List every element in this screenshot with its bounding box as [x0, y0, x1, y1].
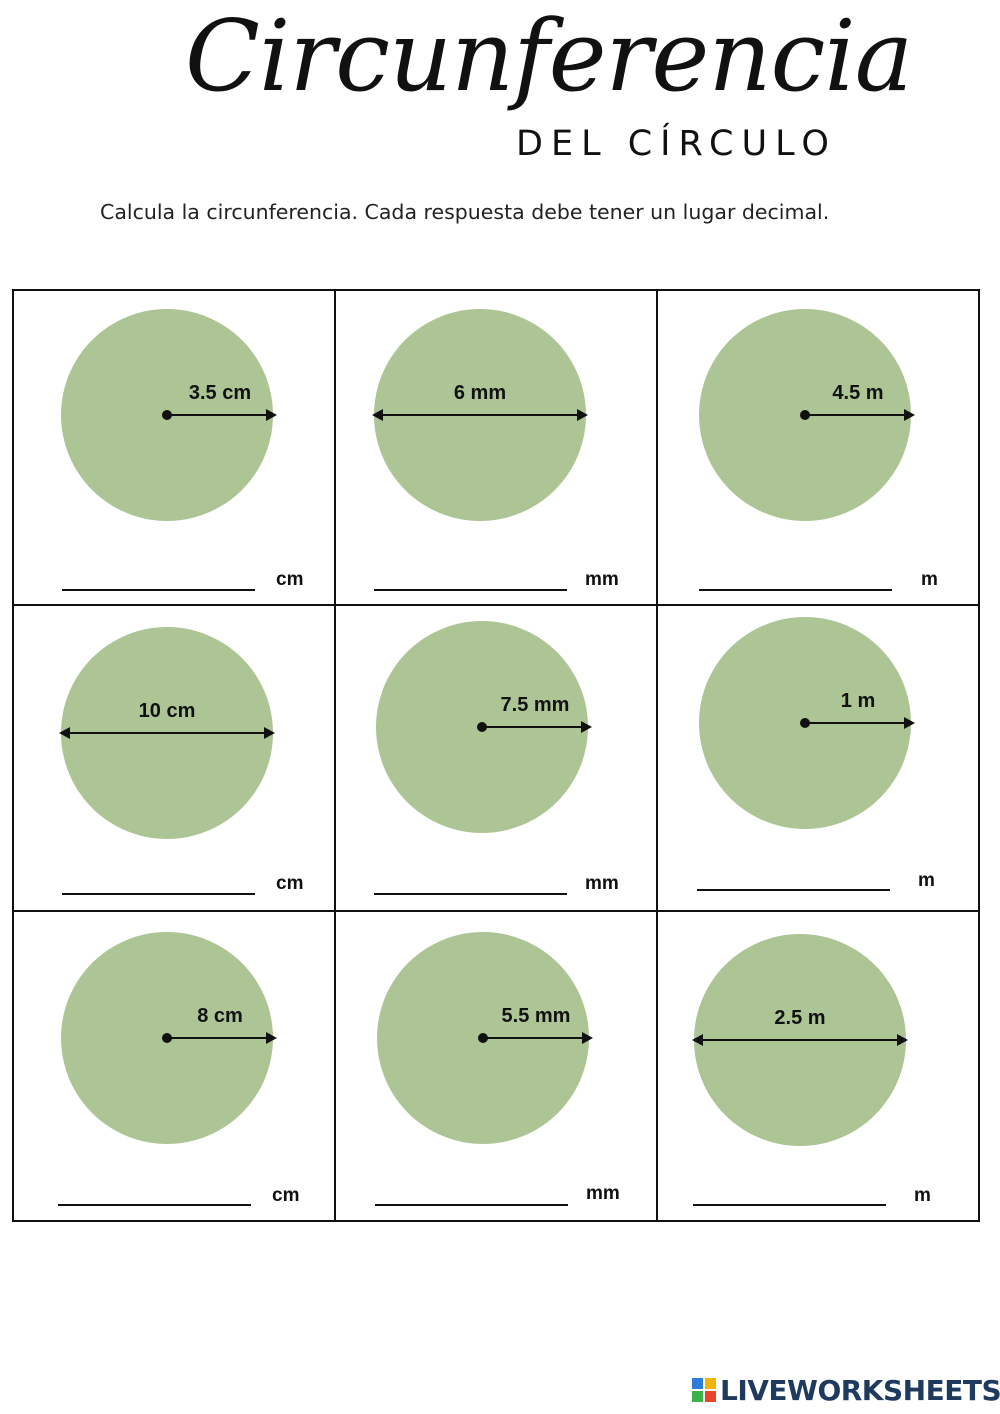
radius-arrow — [483, 1032, 593, 1044]
instructions: Calcula la circunferencia. Cada respuest… — [100, 200, 830, 224]
logo-text: LIVEWORKSHEETS — [720, 1373, 1000, 1407]
arrowhead-icon — [266, 1032, 277, 1044]
answer-unit: mm — [585, 569, 619, 590]
radius-arrow — [805, 717, 915, 729]
measure-label: 8 cm — [197, 1005, 243, 1027]
answer-input[interactable] — [693, 1204, 886, 1206]
answer-input[interactable] — [62, 589, 255, 591]
answer-input[interactable] — [375, 1204, 568, 1206]
answer-input[interactable] — [374, 589, 567, 591]
radius-arrow — [805, 409, 915, 421]
radius-arrow — [167, 409, 277, 421]
answer-unit: mm — [585, 873, 619, 894]
answer-unit: cm — [276, 873, 304, 894]
page-subtitle: DEL CÍRCULO — [516, 124, 837, 164]
arrowhead-icon — [264, 727, 275, 739]
answer-input[interactable] — [374, 893, 567, 895]
answer-unit: m — [918, 870, 935, 891]
grid-divider — [656, 291, 658, 1220]
measure-label: 1 m — [840, 690, 876, 712]
answer-input[interactable] — [699, 589, 892, 591]
answer-input[interactable] — [697, 889, 890, 891]
problem-grid — [12, 289, 980, 1222]
measure-label: 6 mm — [453, 382, 507, 404]
arrowhead-icon — [692, 1034, 703, 1046]
diameter-arrow — [372, 409, 588, 421]
center-dot — [162, 410, 172, 420]
diameter-arrow — [692, 1034, 908, 1046]
center-dot — [162, 1033, 172, 1043]
grid-divider — [14, 910, 978, 912]
radius-arrow — [482, 721, 592, 733]
answer-unit: cm — [276, 569, 304, 590]
arrowhead-icon — [266, 409, 277, 421]
answer-input[interactable] — [58, 1204, 251, 1206]
answer-unit: m — [914, 1185, 931, 1206]
grid-divider — [14, 604, 978, 606]
answer-unit: m — [921, 569, 938, 590]
measure-label: 5.5 mm — [501, 1005, 571, 1027]
measure-label: 4.5 m — [832, 382, 884, 404]
arrowhead-icon — [372, 409, 383, 421]
diameter-arrow — [59, 727, 275, 739]
center-dot — [477, 722, 487, 732]
arrowhead-icon — [59, 727, 70, 739]
logo-icon — [692, 1378, 716, 1402]
answer-unit: mm — [586, 1183, 620, 1204]
arrowhead-icon — [581, 721, 592, 733]
arrowhead-icon — [904, 717, 915, 729]
arrowhead-icon — [582, 1032, 593, 1044]
center-dot — [800, 718, 810, 728]
measure-label: 7.5 mm — [500, 694, 570, 716]
grid-divider — [334, 291, 336, 1220]
measure-label: 10 cm — [138, 700, 196, 722]
measure-label: 3.5 cm — [188, 382, 252, 404]
page-title: Circunferencia — [185, 0, 913, 114]
liveworksheets-logo: LIVEWORKSHEETS — [692, 1373, 1000, 1407]
arrowhead-icon — [904, 409, 915, 421]
arrowhead-icon — [577, 409, 588, 421]
center-dot — [800, 410, 810, 420]
radius-arrow — [167, 1032, 277, 1044]
center-dot — [478, 1033, 488, 1043]
answer-input[interactable] — [62, 893, 255, 895]
arrowhead-icon — [897, 1034, 908, 1046]
answer-unit: cm — [272, 1185, 300, 1206]
measure-label: 2.5 m — [774, 1007, 826, 1029]
